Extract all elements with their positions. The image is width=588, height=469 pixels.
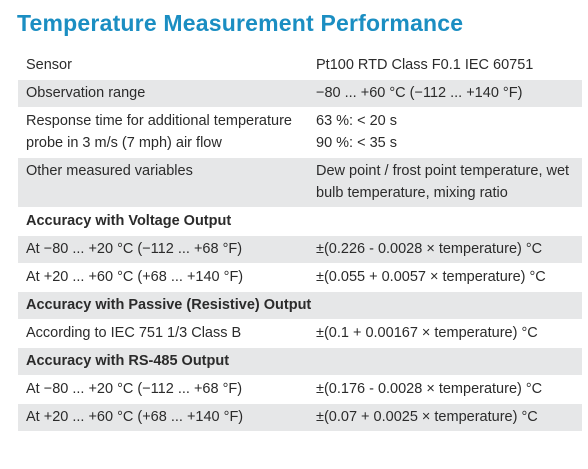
table-row: Response time for additional temperature…	[18, 107, 582, 158]
label-cell: Sensor	[18, 52, 308, 80]
label-cell: At +20 ... +60 °C (+68 ... +140 °F)	[18, 403, 308, 432]
value-cell: ±(0.226 - 0.0028 × temperature) °C	[308, 235, 582, 264]
table-row: According to IEC 751 1/3 Class B ±(0.1 + …	[18, 319, 582, 348]
table-row: Sensor Pt100 RTD Class F0.1 IEC 60751	[18, 52, 582, 80]
label-cell: Other measured variables	[18, 157, 308, 208]
table-row: Accuracy with Voltage Output	[18, 207, 582, 236]
value-cell: ±(0.07 + 0.0025 × temperature) °C	[308, 403, 582, 432]
section-header: Accuracy with RS-485 Output	[18, 347, 582, 376]
value-cell: −80 ... +60 °C (−112 ... +140 °F)	[308, 79, 582, 108]
table-row: Accuracy with RS-485 Output	[18, 347, 582, 376]
table-row: At −80 ... +20 °C (−112 ... +68 °F) ±(0.2…	[18, 235, 582, 264]
value-cell: Pt100 RTD Class F0.1 IEC 60751	[308, 52, 582, 80]
label-cell: At +20 ... +60 °C (+68 ... +140 °F)	[18, 263, 308, 292]
table-row: At −80 ... +20 °C (−112 ... +68 °F) ±(0.1…	[18, 375, 582, 404]
value-cell: ±(0.1 + 0.00167 × temperature) °C	[308, 319, 582, 348]
section-header: Accuracy with Voltage Output	[18, 207, 582, 236]
title: Temperature Measurement Performance	[17, 10, 464, 36]
value-cell: ±(0.055 + 0.0057 × temperature) °C	[308, 263, 582, 292]
value-cell: ±(0.176 - 0.0028 × temperature) °C	[308, 375, 582, 404]
table-row: Other measured variables Dew point / fros…	[18, 157, 582, 208]
label-cell: Observation range	[18, 79, 308, 108]
section-header: Accuracy with Passive (Resistive) Output	[18, 291, 582, 320]
table-row: Accuracy with Passive (Resistive) Output	[18, 291, 582, 320]
cell-line: 90 %: < 35 s	[316, 135, 398, 151]
label-cell: Response time for additional temperature…	[18, 107, 308, 158]
spec-table: Sensor Pt100 RTD Class F0.1 IEC 60751 Obse…	[18, 52, 582, 432]
value-cell: Dew point / frost point temperature, wet…	[308, 157, 582, 208]
cell-line: 63 %: < 20 s	[316, 113, 398, 129]
table-row: At +20 ... +60 °C (+68 ... +140 °F) ±(0.0…	[18, 403, 582, 432]
table-row: Observation range −80 ... +60 °C (−112 ..…	[18, 79, 582, 108]
label-cell: At −80 ... +20 °C (−112 ... +68 °F)	[18, 375, 308, 404]
label-cell: According to IEC 751 1/3 Class B	[18, 319, 308, 348]
value-cell: 63 %: < 20 s 90 %: < 35 s	[308, 107, 582, 158]
table-row: At +20 ... +60 °C (+68 ... +140 °F) ±(0.0…	[18, 263, 582, 292]
label-cell: At −80 ... +20 °C (−112 ... +68 °F)	[18, 235, 308, 264]
